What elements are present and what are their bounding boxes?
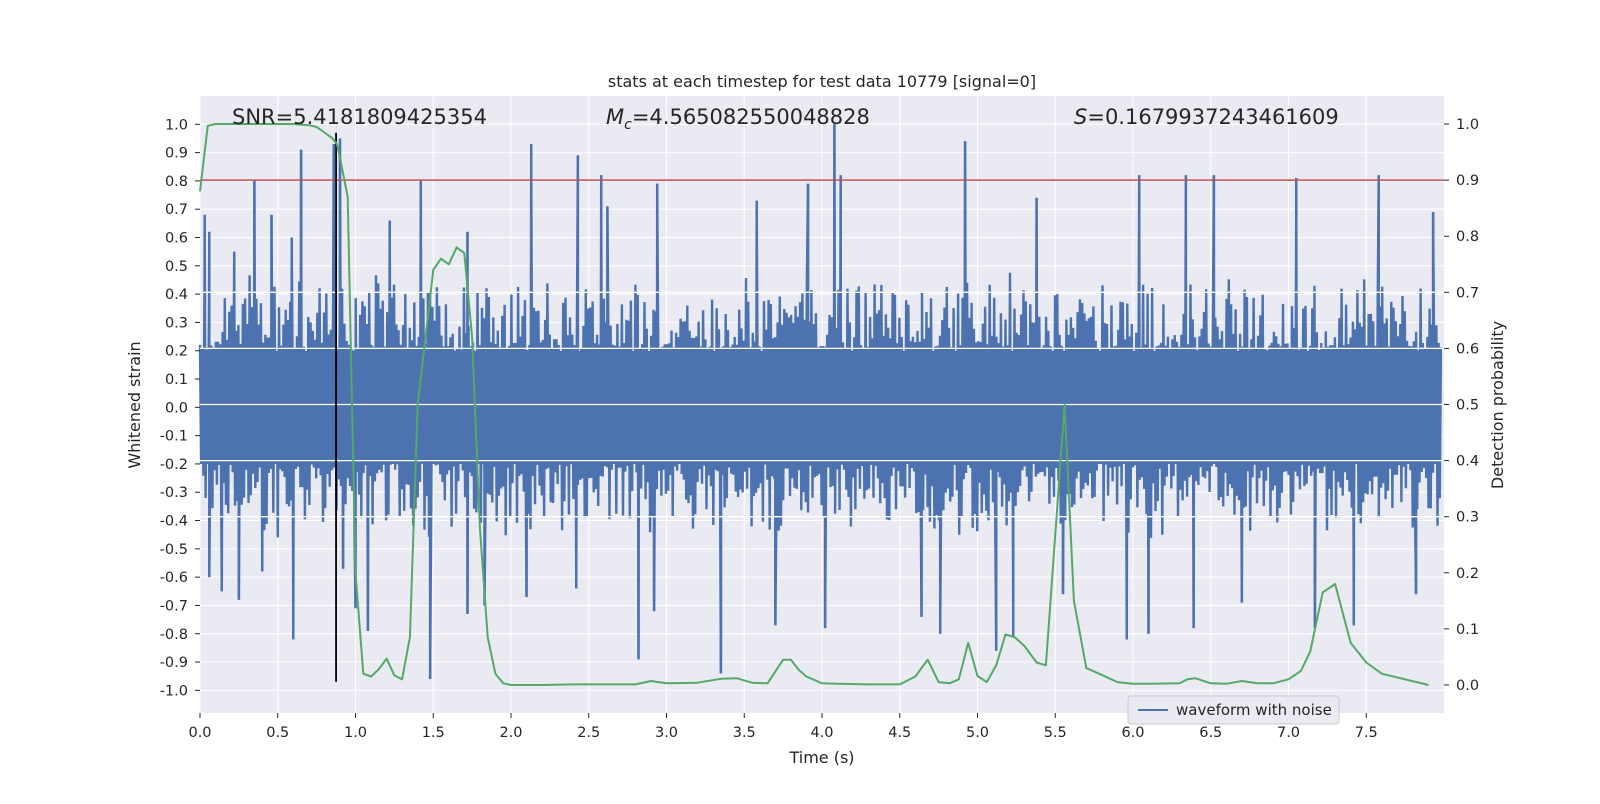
- y-tick-label: 0.2: [165, 344, 188, 360]
- x-tick-label: 4.5: [888, 725, 911, 741]
- x-tick-label: 1.0: [344, 725, 367, 741]
- y2-tick-label: 0.1: [1456, 622, 1479, 638]
- y2-tick-label: 0.0: [1456, 678, 1479, 694]
- y2-tick-label: 0.8: [1456, 229, 1479, 245]
- x-axis-label: Time (s): [788, 748, 854, 767]
- s-annotation: S=0.1679937243461609: [1074, 105, 1339, 129]
- x-tick-label: 3.5: [733, 725, 756, 741]
- x-tick-label: 3.0: [655, 725, 678, 741]
- y2-tick-label: 0.5: [1456, 398, 1479, 414]
- y2-tick-label: 0.4: [1456, 454, 1479, 470]
- x-tick-label: 5.5: [1044, 725, 1067, 741]
- y-tick-label: 0.8: [165, 174, 188, 190]
- y-tick-label: -0.2: [160, 457, 188, 473]
- y-tick-label: -0.9: [160, 655, 188, 671]
- y-tick-label: -0.5: [160, 542, 188, 558]
- grid-overlay: [200, 291, 1444, 518]
- y-tick-label: 0.9: [165, 146, 188, 162]
- s-value: =0.1679937243461609: [1087, 105, 1338, 129]
- reference-lines: [200, 132, 1444, 682]
- y-tick-label: 0.3: [165, 315, 188, 331]
- chart-title: stats at each timestep for test data 107…: [608, 72, 1036, 91]
- y2-tick-label: 0.9: [1456, 173, 1479, 189]
- y-tick-label: -0.1: [160, 429, 188, 445]
- x-tick-label: 1.5: [422, 725, 445, 741]
- mc-symbol: M: [606, 105, 624, 129]
- probability-line: [199, 123, 1429, 686]
- y-tick-label: 0.1: [165, 372, 188, 388]
- y2-axis-label: Detection probability: [1488, 321, 1507, 489]
- y-tick-label: 1.0: [165, 117, 188, 133]
- y-tick-label: 0.5: [165, 259, 188, 275]
- y-tick-label: -0.7: [160, 598, 188, 614]
- x-tick-label: 7.0: [1277, 725, 1300, 741]
- legend: waveform with noise: [1127, 695, 1340, 725]
- x-tick-label: 2.0: [499, 725, 522, 741]
- mc-subscript: c: [624, 117, 632, 133]
- y2-tick-label: 1.0: [1456, 117, 1479, 133]
- waveform-series: [198, 124, 1443, 680]
- y-tick-label: -0.8: [160, 627, 188, 643]
- x-tick-label: 4.0: [810, 725, 833, 741]
- mc-value: =4.565082550048828: [632, 105, 870, 129]
- y-tick-label: -0.4: [160, 514, 188, 530]
- y-tick-label: -1.0: [160, 683, 188, 699]
- waveform-line: [198, 124, 1443, 680]
- y-tick-label: 0.7: [165, 202, 188, 218]
- x-tick-label: 5.0: [966, 725, 989, 741]
- axis-ticks: 0.0 0.5 1.0 1.5 2.0 2.5 3.0 3.5 4.0 4.5 5.0 5.5 6.0 6…: [160, 117, 1479, 741]
- mc-annotation: Mc=4.565082550048828: [606, 105, 870, 133]
- y-tick-label: -0.6: [160, 570, 188, 586]
- y-tick-label: -0.3: [160, 485, 188, 501]
- y-tick-label: 0.4: [165, 287, 188, 303]
- y2-tick-label: 0.3: [1456, 510, 1479, 526]
- snr-annotation: SNR=5.4181809425354: [232, 105, 487, 129]
- x-tick-label: 7.5: [1355, 725, 1378, 741]
- x-tick-label: 0.5: [266, 725, 289, 741]
- probability-series: [199, 123, 1429, 686]
- x-tick-label: 2.5: [577, 725, 600, 741]
- x-tick-label: 6.0: [1121, 725, 1144, 741]
- y2-tick-label: 0.6: [1456, 341, 1479, 357]
- legend-label: waveform with noise: [1176, 701, 1332, 719]
- y-tick-label: 0.6: [165, 231, 188, 247]
- y2-tick-label: 0.2: [1456, 566, 1479, 582]
- y2-tick-label: 0.7: [1456, 285, 1479, 301]
- y-axis-label: Whitened strain: [125, 341, 144, 468]
- x-tick-label: 0.0: [188, 725, 211, 741]
- x-tick-label: 6.5: [1199, 725, 1222, 741]
- legend-box: [1127, 695, 1340, 725]
- y-tick-label: 0.0: [165, 400, 188, 416]
- s-symbol: S: [1074, 105, 1087, 129]
